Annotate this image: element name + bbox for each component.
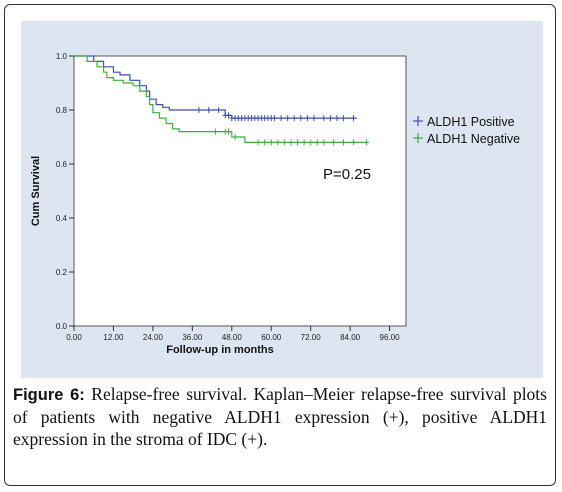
censor-mark [196,107,202,113]
y-tick-label: 0.0 [56,322,68,331]
censor-mark [225,112,231,119]
censor-mark [291,115,297,122]
figure-label: Figure 6: [13,386,85,404]
censor-mark [308,139,314,146]
censor-mark [288,139,294,146]
censor-mark [341,139,347,146]
censor-mark [341,115,347,122]
censor-mark [285,115,291,122]
x-tick-label: 72.00 [301,333,322,342]
censor-mark [262,139,268,146]
y-tick-label: 0.4 [56,214,68,223]
legend-positive: ALDH1 Positive [427,115,515,129]
y-tick-label: 0.6 [56,160,68,169]
censor-mark [268,139,274,146]
figure-frame: 0.0 0.2 0.4 0.6 0.8 1.0 0.00 12.00 24.00 36.00 48.… [4,4,556,486]
x-axis-title: Follow-up in months [166,344,274,356]
censor-mark [304,115,310,122]
plot-panel: 0.0 0.2 0.4 0.6 0.8 1.0 0.00 12.00 24.00 36.00 48.… [21,21,543,378]
censor-mark [311,115,317,122]
x-tick-label: 36.00 [182,333,203,342]
kaplan-meier-chart: 0.0 0.2 0.4 0.6 0.8 1.0 0.00 12.00 24.00 36.00 48.… [30,52,520,356]
censor-mark [350,115,356,122]
y-tick-label: 0.8 [56,106,68,115]
censor-mark [327,115,333,122]
censor-mark [232,134,238,140]
y-tick-label: 0.2 [56,268,68,277]
censor-mark [334,115,340,122]
censor-mark [212,128,218,135]
y-axis-title: Cum Survival [30,156,42,226]
censor-mark [255,139,261,146]
censor-mark [295,139,301,146]
censor-mark [364,139,370,146]
censor-mark [278,115,284,122]
censor-mark [216,107,222,113]
censor-mark [314,139,320,146]
censor-mark [275,139,281,146]
plot-area [73,55,407,327]
x-tick-label: 24.00 [143,333,164,342]
censor-mark [281,139,287,146]
series-line-negative [74,55,367,143]
caption-text: Relapse-free survival. Kaplan–Meier rela… [13,384,547,449]
censor-mark [225,128,231,135]
p-value-annotation: P=0.25 [323,166,371,183]
censor-mark [321,115,327,122]
censor-mark [331,139,337,146]
censor-mark [272,115,278,122]
censor-mark [350,139,356,146]
censor-mark [301,139,307,146]
censor-mark [206,107,212,113]
figure-caption: Figure 6: Relapse-free survival. Kaplan–… [13,383,547,450]
x-tick-label: 48.00 [222,333,243,342]
y-tick-label: 1.0 [56,52,68,61]
censor-mark [321,139,327,146]
legend-negative: ALDH1 Negative [427,132,520,146]
x-tick-label: 60.00 [261,333,282,342]
x-tick-label: 0.00 [66,333,82,342]
x-tick-label: 84.00 [340,333,361,342]
censor-mark [298,115,304,122]
x-tick-label: 12.00 [103,333,124,342]
x-tick-label: 96.00 [380,333,401,342]
